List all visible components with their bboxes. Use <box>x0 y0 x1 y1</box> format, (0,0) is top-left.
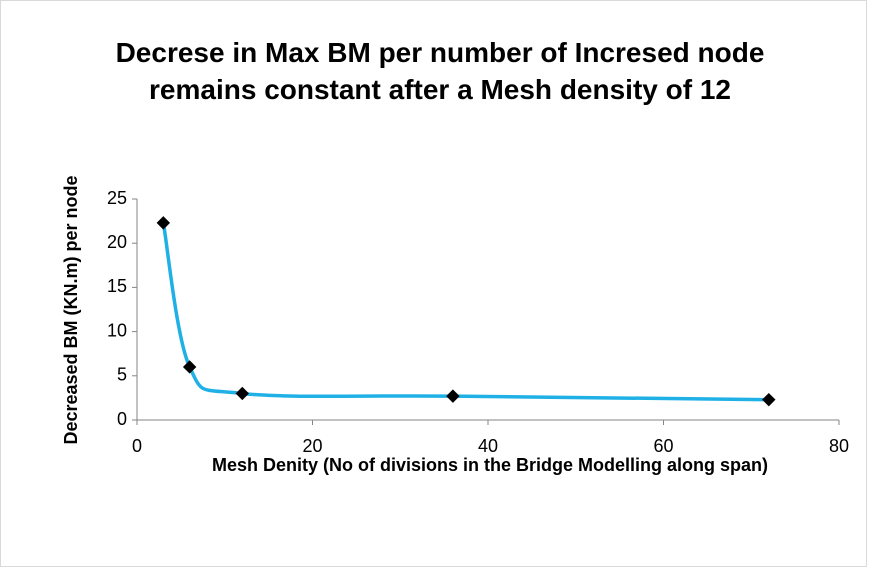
y-tick-label: 25 <box>107 188 127 208</box>
x-tick-label: 60 <box>653 436 673 456</box>
chart-title: Decrese in Max BM per number of Incresed… <box>115 37 765 105</box>
y-axis-label: Decreased BM (KN.m) per node <box>61 175 81 444</box>
y-tick-label: 20 <box>107 232 127 252</box>
data-point <box>156 216 171 230</box>
data-point <box>762 392 776 407</box>
y-tick-label: 5 <box>117 365 127 385</box>
y-tick-label: 15 <box>107 276 127 296</box>
series-line <box>161 222 769 402</box>
data-point <box>182 360 197 374</box>
data-point <box>446 389 460 403</box>
x-tick-label: 0 <box>132 436 142 456</box>
y-tick-label: 0 <box>117 409 127 429</box>
x-tick-label: 40 <box>478 436 498 456</box>
x-tick-label: 80 <box>829 436 849 456</box>
data-point <box>235 386 250 401</box>
x-tick-label: 20 <box>302 436 322 456</box>
y-tick-label: 10 <box>107 320 127 340</box>
x-axis-label: Mesh Denity (No of divisions in the Brid… <box>211 455 769 475</box>
